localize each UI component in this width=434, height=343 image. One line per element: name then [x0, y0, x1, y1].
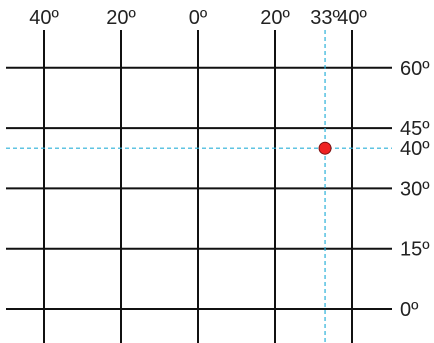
highlight-point-layer: [318, 141, 332, 155]
highlight-point: [318, 141, 332, 155]
meridian-label: 40º: [337, 7, 367, 29]
meridian-label: 20º: [260, 7, 290, 29]
meridian-label: 20º: [106, 7, 136, 29]
parallel-label: 0º: [400, 299, 419, 321]
parallel-label: 60º: [400, 58, 430, 80]
grid-lines: [6, 30, 392, 343]
highlight-latitude-label: 40º: [400, 138, 430, 160]
highlight-longitude-label: 33º: [310, 7, 340, 29]
parallel-label: 15º: [400, 239, 430, 261]
highlight-guides: [6, 30, 392, 343]
meridian-label: 0º: [189, 7, 208, 29]
meridian-label: 40º: [29, 7, 59, 29]
parallel-label: 30º: [400, 178, 430, 200]
parallel-label: 45º: [400, 118, 430, 140]
